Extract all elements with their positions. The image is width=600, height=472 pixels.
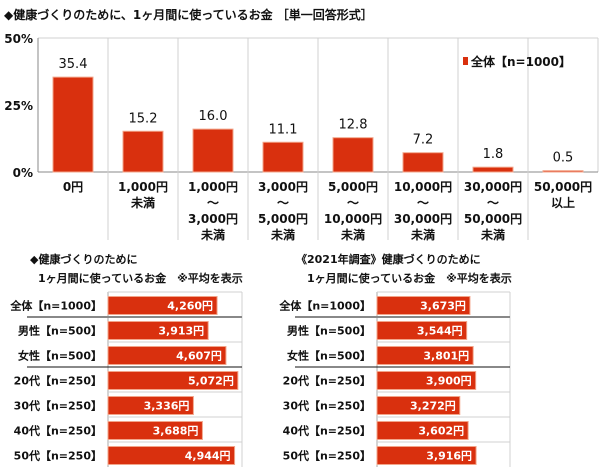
category-label: 未満 — [130, 195, 155, 210]
data-label: 12.8 — [339, 118, 368, 133]
bar — [262, 141, 304, 173]
bar — [107, 396, 194, 415]
category-label: 30代【n=250】 — [283, 399, 371, 413]
category-label: 5,000円 — [328, 180, 378, 194]
category-label: 男性【n=500】 — [287, 324, 371, 338]
bar — [52, 76, 94, 173]
data-label: 35.4 — [59, 57, 88, 72]
data-label: 7.2 — [413, 133, 434, 148]
category-label: 10,000円 — [394, 180, 452, 194]
right-chart-title-line2: 1ヶ月間に使っているお金 ※平均を表示 — [307, 272, 512, 285]
category-label: 未満 — [340, 227, 365, 242]
category-label: 10,000円 — [324, 212, 382, 226]
bar — [542, 170, 584, 173]
data-label: 5,072円 — [188, 375, 234, 388]
legend-swatch — [463, 57, 468, 65]
bar — [107, 321, 209, 340]
category-label: 5,000円 — [258, 212, 308, 226]
category-label: 全体【n=1000】 — [278, 299, 371, 313]
data-label: 3,688円 — [153, 425, 199, 438]
bar — [107, 446, 236, 465]
bar — [376, 296, 471, 315]
right-chart-title-line1: 《2021年調査》健康づくりのために — [296, 253, 481, 266]
data-label: 4,944円 — [185, 450, 231, 463]
data-label: 3,801円 — [423, 350, 469, 363]
data-label: 4,607円 — [176, 350, 222, 363]
left-chart-title-line1: ◆健康づくりのために — [30, 253, 138, 266]
data-label: 3,602円 — [418, 425, 464, 438]
category-label: 30,000円 — [394, 212, 452, 226]
main-chart-title: ◆健康づくりのために、1ヶ月間に使っているお金 ［単一回答形式］ — [4, 8, 373, 22]
category-label: ～ — [347, 196, 359, 210]
data-label: 3,544円 — [417, 325, 463, 338]
category-label: 1,000円 — [118, 180, 168, 194]
data-label: 11.1 — [269, 122, 298, 137]
data-label: 0.5 — [553, 151, 574, 166]
y-tick-label: 25% — [4, 99, 33, 113]
bar — [376, 396, 461, 415]
category-label: 20代【n=250】 — [14, 374, 102, 388]
bar — [376, 421, 469, 440]
category-label: 40代【n=250】 — [14, 424, 102, 438]
category-label: 男性【n=500】 — [18, 324, 102, 338]
category-label: 50代【n=250】 — [14, 449, 102, 463]
category-label: 以上 — [551, 195, 575, 210]
category-label: 女性【n=500】 — [18, 349, 102, 363]
category-label: 未満 — [410, 227, 435, 242]
data-label: 16.0 — [199, 109, 228, 124]
bar — [376, 321, 468, 340]
category-label: 20代【n=250】 — [283, 374, 371, 388]
category-label: ～ — [487, 196, 499, 210]
left-chart-title-line2: 1ヶ月間に使っているお金 ※平均を表示 — [38, 272, 243, 285]
category-label: 0円 — [63, 180, 83, 194]
category-label: ～ — [207, 196, 219, 210]
data-label: 3,900円 — [426, 375, 472, 388]
bar — [376, 446, 477, 465]
data-label: 3,916円 — [426, 450, 472, 463]
data-label: 3,336円 — [144, 400, 190, 413]
legend-label: 全体【n=1000】 — [470, 54, 571, 69]
category-label: 1,000円 — [188, 180, 238, 194]
bar — [107, 346, 227, 365]
bar — [332, 137, 374, 173]
category-label: 50,000円 — [464, 212, 522, 226]
bar — [402, 152, 444, 173]
data-label: 15.2 — [129, 111, 158, 126]
bar — [107, 371, 239, 390]
data-label: 1.8 — [483, 147, 504, 162]
data-label: 4,260円 — [167, 300, 213, 313]
category-label: 50,000円 — [534, 180, 592, 194]
data-label: 3,913円 — [158, 325, 204, 338]
bar — [376, 346, 474, 365]
category-label: 未満 — [200, 227, 225, 242]
bar — [107, 296, 218, 315]
bar — [376, 371, 477, 390]
y-tick-label: 0% — [13, 166, 33, 180]
bar — [122, 130, 164, 173]
category-label: 3,000円 — [258, 180, 308, 194]
category-label: 女性【n=500】 — [287, 349, 371, 363]
data-label: 3,673円 — [420, 300, 466, 313]
bar — [107, 421, 203, 440]
bar — [192, 128, 234, 173]
category-label: 40代【n=250】 — [283, 424, 371, 438]
category-label: 未満 — [480, 227, 505, 242]
category-label: 30代【n=250】 — [14, 399, 102, 413]
category-label: 3,000円 — [188, 212, 238, 226]
category-label: 30,000円 — [464, 180, 522, 194]
category-label: ～ — [277, 196, 289, 210]
category-label: ～ — [417, 196, 429, 210]
category-label: 50代【n=250】 — [283, 449, 371, 463]
category-label: 未満 — [270, 227, 295, 242]
y-tick-label: 50% — [4, 32, 33, 46]
data-label: 3,272円 — [410, 400, 456, 413]
bar — [472, 166, 514, 173]
category-label: 全体【n=1000】 — [9, 299, 102, 313]
